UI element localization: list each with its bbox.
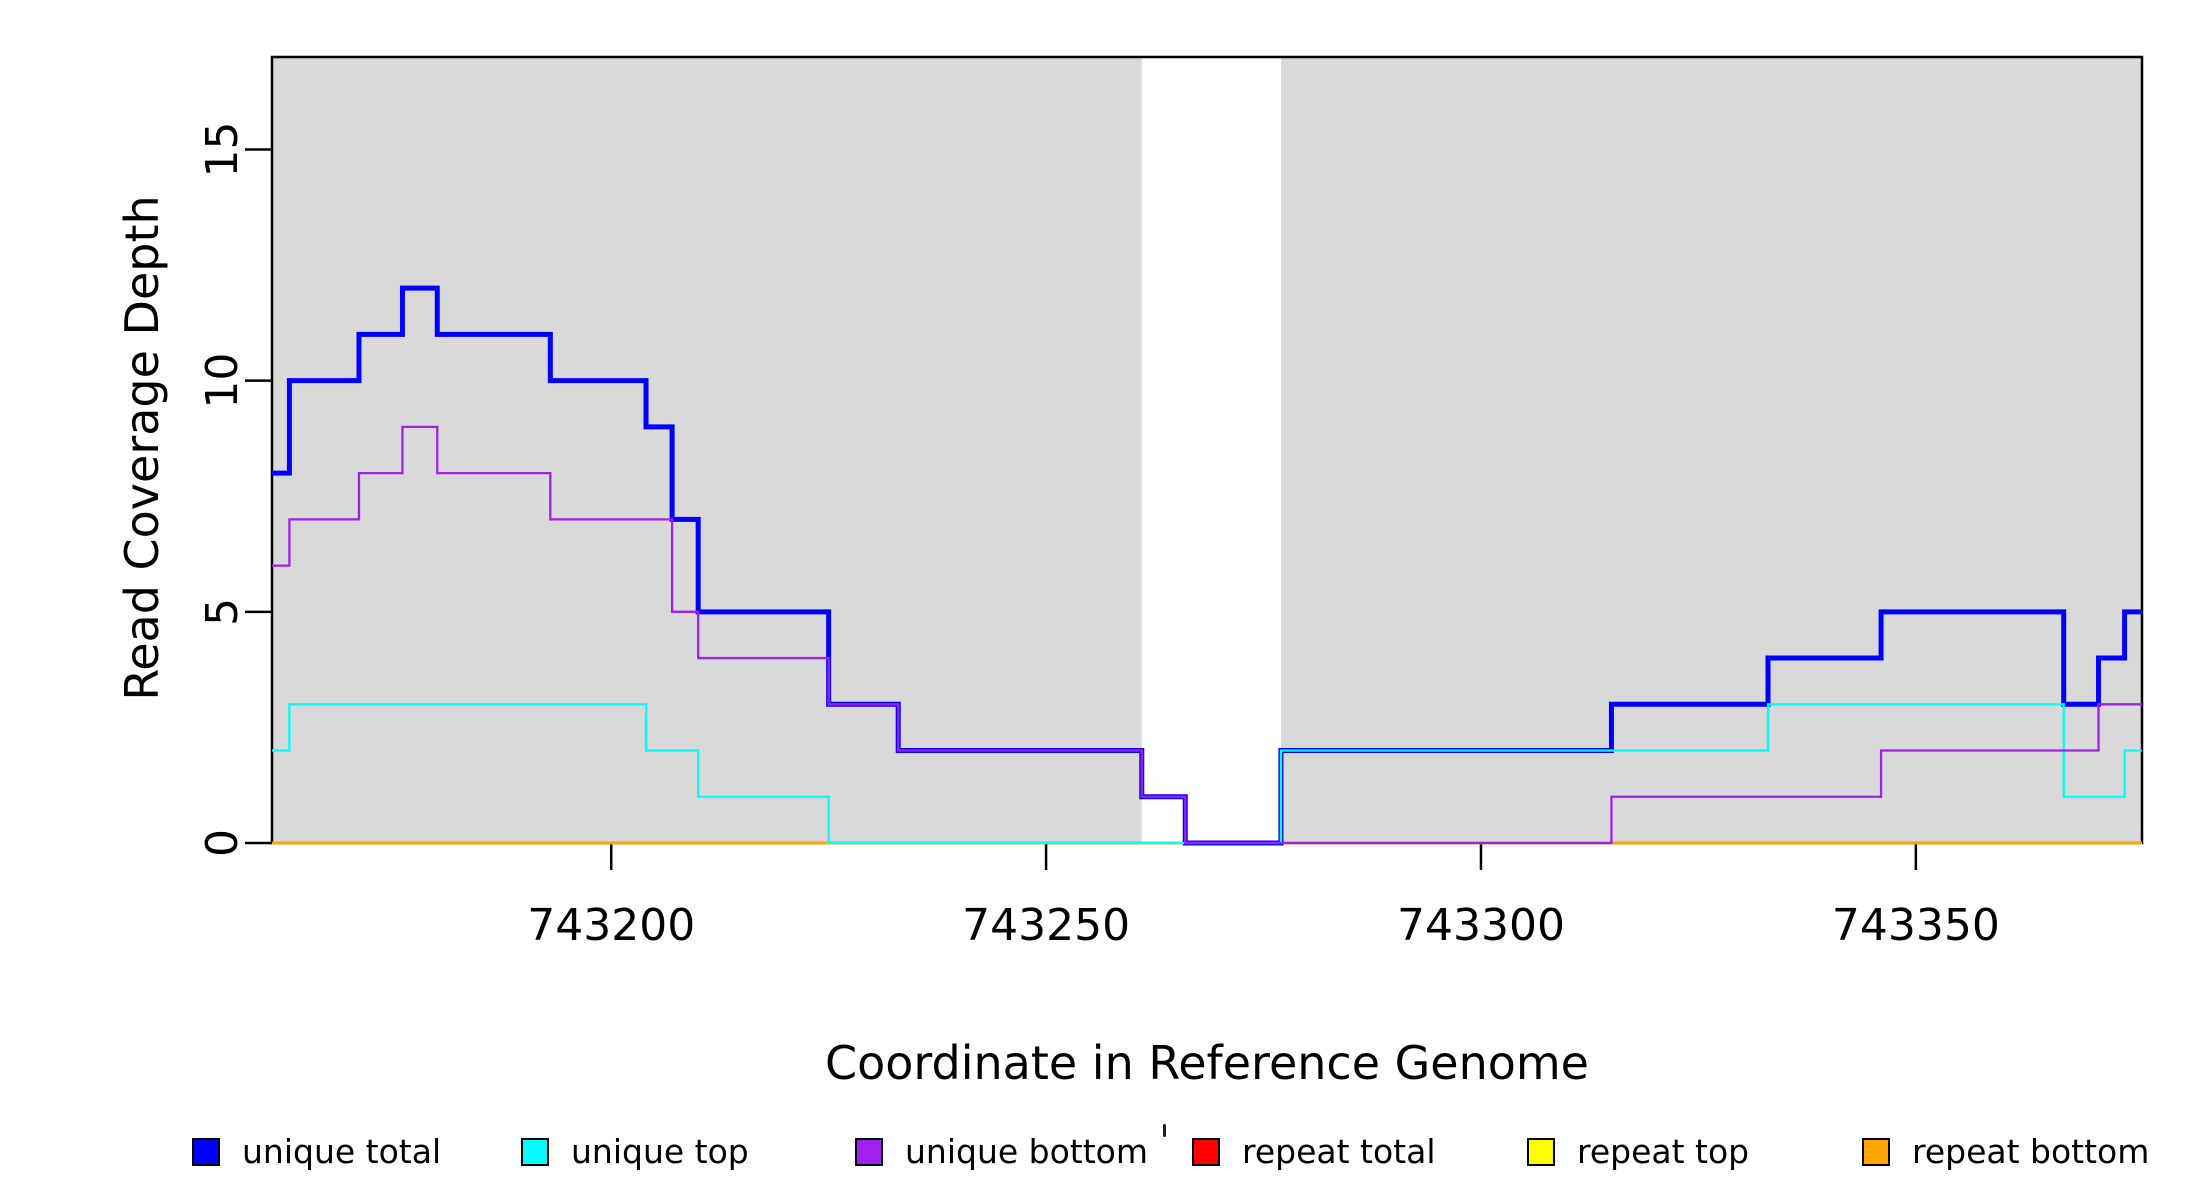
legend-item-unique-top: unique top [521, 1132, 749, 1171]
legend-item-unique-bottom: unique bottom [855, 1132, 1149, 1171]
repeat-top-swatch-icon [1527, 1138, 1555, 1166]
x-tick-label: 743350 [1832, 900, 2000, 951]
x-tick-label: 743200 [527, 900, 695, 951]
y-tick-label: 10 [197, 353, 248, 409]
stray-mark [1163, 1124, 1166, 1137]
unique-bottom-swatch-icon [855, 1138, 883, 1166]
unique-top-swatch-icon [521, 1138, 549, 1166]
y-axis-label: Read Coverage Depth [115, 195, 169, 701]
x-tick-label: 743300 [1397, 900, 1565, 951]
y-tick-label: 0 [197, 829, 248, 857]
x-tick-label: 743250 [962, 900, 1130, 951]
legend-label: repeat bottom [1912, 1132, 2150, 1171]
legend-item-repeat-bottom: repeat bottom [1862, 1132, 2150, 1171]
series-unique-top [272, 703, 2142, 845]
legend-label: repeat top [1577, 1132, 1750, 1171]
legend-label: unique top [571, 1132, 749, 1171]
legend-item-repeat-top: repeat top [1527, 1132, 1750, 1171]
y-tick-label: 5 [197, 598, 248, 626]
y-tick-label: 15 [197, 121, 248, 177]
x-axis-label: Coordinate in Reference Genome [825, 1036, 1589, 1090]
shaded-region [1280, 57, 2142, 843]
legend-label: unique total [242, 1132, 442, 1171]
legend-label: unique bottom [905, 1132, 1149, 1171]
legend-item-repeat-total: repeat total [1192, 1132, 1436, 1171]
series-unique-bottom [272, 425, 2142, 845]
shaded-region [272, 57, 1142, 843]
unique-total-swatch-icon [192, 1138, 220, 1166]
repeat-bottom-swatch-icon [1862, 1138, 1890, 1166]
repeat-total-swatch-icon [1192, 1138, 1220, 1166]
legend-label: repeat total [1242, 1132, 1436, 1171]
legend-item-unique-total: unique total [192, 1132, 442, 1171]
